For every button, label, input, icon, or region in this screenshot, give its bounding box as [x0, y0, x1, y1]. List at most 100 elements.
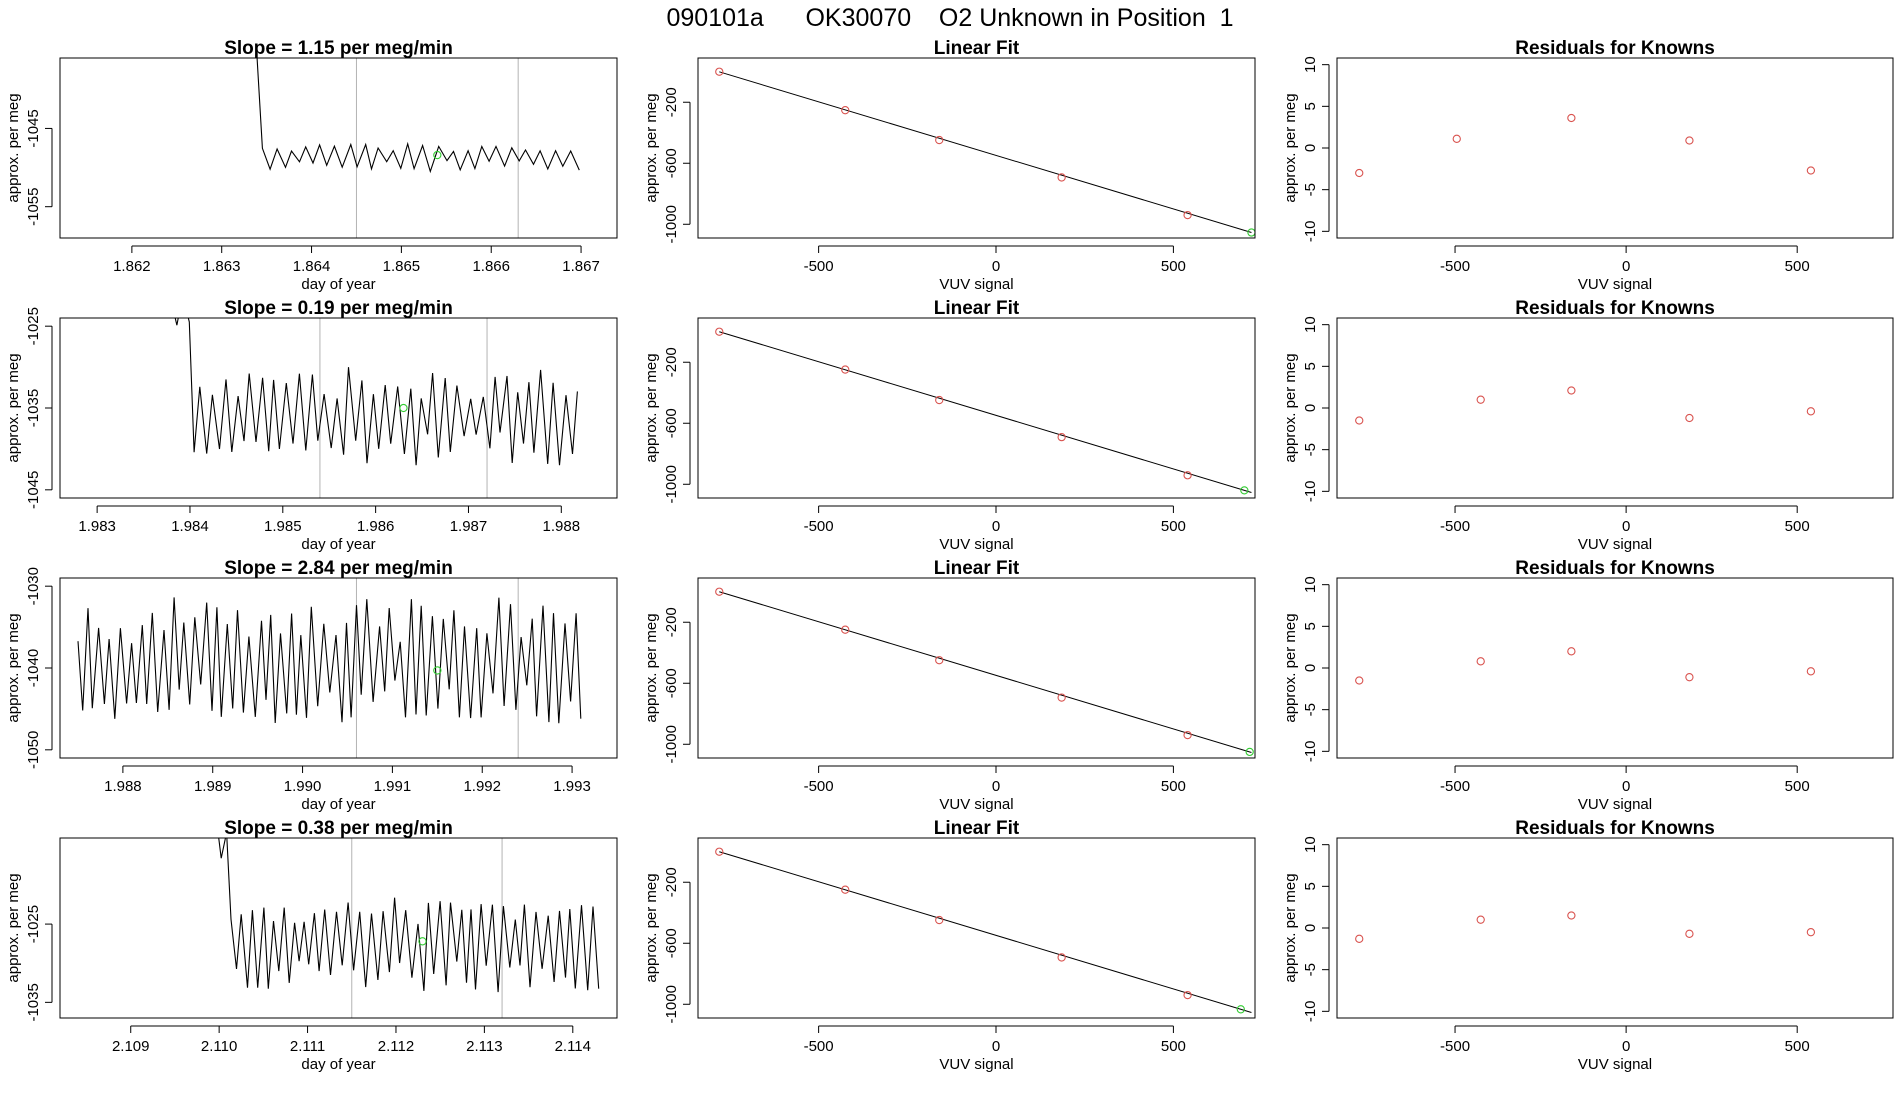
plot-frame [59, 837, 618, 1019]
panel-r4-c3: Residuals for Knowns -500 0 500 VUV signal -1… [1282, 818, 1894, 1073]
x-tick-label: -500 [804, 778, 834, 795]
x-tick-label: 1.988 [104, 778, 142, 795]
y-tick-label: -600 [663, 148, 680, 178]
plot-area [174, 318, 578, 498]
x-tick-label: 0 [1622, 518, 1630, 535]
residual-point [1355, 676, 1364, 685]
x-tick-label: 0 [992, 518, 1000, 535]
x-tick-label: 1.990 [284, 778, 322, 795]
figure-title: 090101a OK30070 O2 Unknown in Position 1 [666, 4, 1233, 32]
x-axis-label: VUV signal [939, 536, 1013, 553]
panel-title: Slope = 0.19 per meg/min [224, 298, 453, 319]
panel-title: Slope = 2.84 per meg/min [224, 558, 453, 579]
x-tick-label: 500 [1785, 518, 1810, 535]
panel-title: Linear Fit [934, 38, 1020, 59]
unknown-point [1236, 1005, 1245, 1014]
x-tick-label: 1.983 [78, 518, 116, 535]
y-tick-label: -200 [663, 607, 680, 637]
y-tick-label: 10 [1302, 576, 1319, 593]
x-tick-label: 2.113 [466, 1038, 502, 1055]
x-tick-label: 1.984 [171, 518, 209, 535]
plot-frame [697, 577, 1256, 759]
residual-point [1452, 134, 1461, 143]
y-tick-label: -1000 [663, 985, 680, 1023]
plot-area [715, 587, 1254, 757]
y-tick-label: 0 [1302, 664, 1319, 672]
residual-point [1685, 413, 1694, 423]
y-tick-label: -600 [663, 928, 680, 958]
x-axis-label: VUV signal [1578, 276, 1652, 293]
known-point [715, 847, 724, 856]
y-tick-label: 10 [1302, 56, 1319, 73]
panel-r3-c2: Linear Fit -500 0 500 VUV signal -1000 -600 -20… [643, 558, 1256, 813]
y-tick-label: 5 [1302, 882, 1319, 890]
y-axis-label: approx. per meg [5, 93, 22, 202]
unknown-point [1240, 486, 1249, 495]
x-tick-label: 1.991 [374, 778, 412, 795]
plot-area [1355, 911, 1816, 943]
panels: Slope = 1.15 per meg/min 1.862 1.863 1.864 1… [5, 38, 1894, 1073]
x-tick-label: 1.993 [553, 778, 591, 795]
x-tick-label: 0 [1622, 778, 1630, 795]
plot-frame [59, 57, 618, 239]
x-tick-label: 500 [1161, 1038, 1186, 1055]
x-tick-label: 2.109 [112, 1038, 150, 1055]
residual-point [1476, 395, 1485, 404]
y-tick-label: -1050 [25, 731, 42, 769]
known-point [841, 106, 850, 115]
x-tick-label: 500 [1161, 258, 1186, 275]
x-tick-label: 500 [1785, 1038, 1810, 1055]
y-tick-label: -600 [663, 668, 680, 698]
y-tick-label: 0 [1302, 924, 1319, 932]
x-tick-label: 500 [1785, 778, 1810, 795]
x-axis-label: VUV signal [1578, 1056, 1652, 1073]
x-tick-label: 500 [1161, 518, 1186, 535]
known-point [935, 915, 944, 925]
residual-point [1567, 386, 1576, 395]
residual-point [1685, 929, 1694, 938]
residual-point [1476, 657, 1485, 666]
panel-title: Slope = 1.15 per meg/min [224, 38, 453, 59]
panel-r1-c2: Linear Fit -500 0 500 VUV signal -1000 -600 -20… [643, 38, 1256, 293]
x-tick-label: 2.110 [201, 1038, 237, 1055]
y-axis-label: approx. per meg [1282, 93, 1299, 202]
plot-area [1355, 386, 1816, 425]
unknown-point [433, 150, 442, 160]
x-tick-label: 0 [1622, 1038, 1630, 1055]
x-tick-label: 1.866 [472, 258, 510, 275]
panel-title: Residuals for Knowns [1515, 558, 1715, 579]
known-point [1183, 210, 1192, 220]
y-axis-label: approx. per meg [1282, 613, 1299, 722]
unknown-point [399, 403, 408, 413]
x-tick-label: -500 [804, 518, 834, 535]
known-point [935, 135, 944, 145]
unknown-point [1245, 747, 1254, 757]
x-tick-label: -500 [1440, 258, 1470, 275]
plot-area [1355, 113, 1816, 178]
x-tick-label: -500 [1440, 518, 1470, 535]
residual-point [1806, 928, 1816, 937]
y-axis-label: approx. per meg [643, 613, 660, 722]
x-tick-label: -500 [804, 258, 834, 275]
unknown-point [433, 666, 442, 675]
x-axis-label: VUV signal [939, 1056, 1013, 1073]
y-tick-label: -10 [1302, 1000, 1319, 1022]
y-tick-label: -1055 [25, 188, 42, 226]
x-tick-label: 1.992 [463, 778, 501, 795]
x-tick-label: 1.989 [194, 778, 232, 795]
plot-area [218, 838, 600, 1018]
signal-trace [218, 838, 600, 993]
x-tick-label: 0 [992, 778, 1000, 795]
signal-trace [256, 58, 580, 174]
residual-point [1685, 136, 1694, 145]
x-tick-label: 2.111 [290, 1038, 325, 1055]
panel-title: Linear Fit [934, 298, 1020, 319]
y-axis-label: approx. per meg [1282, 873, 1299, 982]
known-point [715, 327, 724, 336]
panel-r2-c1: Slope = 0.19 per meg/min 1.983 1.984 1.985 1… [5, 298, 618, 553]
y-tick-label: -1035 [25, 983, 42, 1021]
panel-r4-c1: Slope = 0.38 per meg/min 2.109 2.110 2.111 2… [5, 818, 618, 1073]
panel-title: Slope = 0.38 per meg/min [224, 818, 453, 839]
y-tick-label: -5 [1302, 963, 1319, 976]
y-tick-label: -1000 [663, 725, 680, 763]
